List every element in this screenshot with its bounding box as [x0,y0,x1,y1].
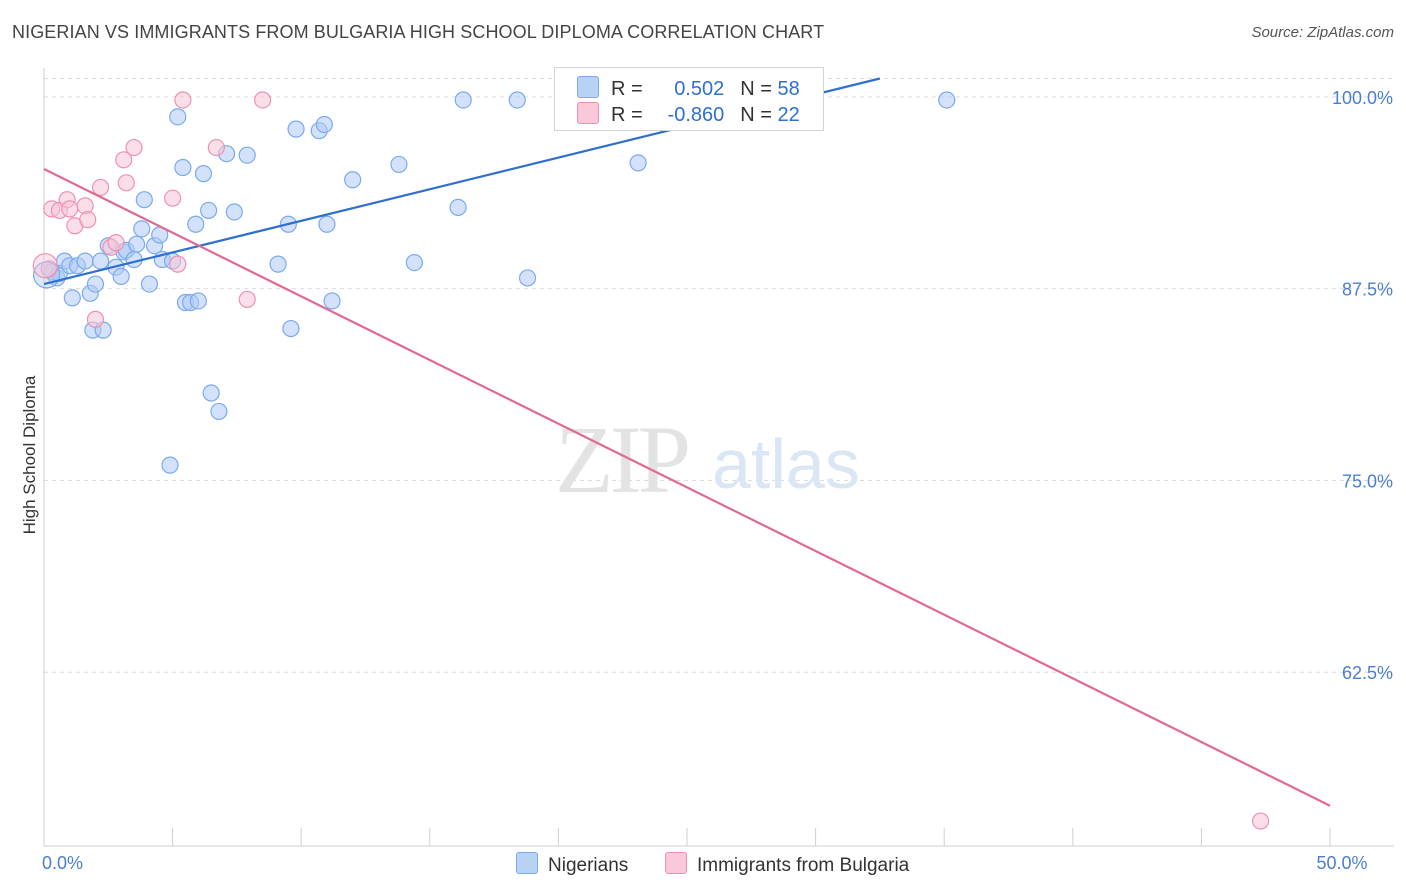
point-nigerians [323,292,341,310]
axes [43,68,1394,847]
point-nigerians [454,91,472,109]
point-nigerians [315,115,333,134]
point-bulgaria [254,91,272,109]
gridlines [44,78,1394,673]
legend-r-label: R = [611,78,643,100]
tick-labels: 100.0% 87.5% 75.0% 62.5% 0.0% 50.0% [42,88,1393,873]
point-bulgaria [107,234,125,252]
legend-label-bulgaria: Immigrants from Bulgaria [697,855,910,876]
legend-n-value: 22 [777,104,800,126]
point-nigerians [133,220,151,238]
point-nigerians [518,269,537,287]
y-tick-label: 62.5% [1342,663,1393,683]
point-nigerians [189,292,207,310]
legend-row-bulgaria: R = -0.860 N = 22 [577,102,800,126]
point-nigerians [938,91,956,109]
point-nigerians [187,215,205,233]
y-tick-label: 75.0% [1342,471,1393,491]
point-nigerians [287,120,305,138]
point-bulgaria [1251,812,1270,830]
point-nigerians [238,146,256,164]
point-bulgaria [61,200,79,218]
point-nigerians [194,165,213,183]
point-bulgaria [125,138,143,157]
correlation-legend: R = 0.502 N = 58 R = -0.860 N = 22 [554,67,824,131]
chart-source: Source: ZipAtlas.com [1251,24,1394,41]
legend-item-bulgaria[interactable]: Immigrants from Bulgaria [665,852,909,877]
point-nigerians [63,289,81,307]
point-bulgaria [76,197,94,215]
point-bulgaria [164,189,182,207]
data-points [32,91,1270,830]
point-nigerians [269,255,287,273]
watermark-zip: ZIP [555,406,688,513]
point-nigerians [135,191,153,209]
legend-r-value: -0.860 [667,104,725,126]
watermark-atlas: atlas [712,425,860,503]
point-bulgaria [91,178,110,197]
point-bulgaria [174,91,192,109]
point-nigerians [174,158,192,177]
point-nigerians [169,108,187,126]
legend-n-value: 58 [777,78,800,100]
point-nigerians [344,171,362,189]
point-nigerians [200,201,218,220]
point-bulgaria [238,290,256,309]
legend-item-nigerians[interactable]: Nigerians [516,852,628,877]
point-nigerians [112,267,130,286]
y-axis-label: High School Diploma [20,375,39,534]
point-bulgaria [169,255,187,273]
trend-line-bulgaria [43,168,1331,807]
point-nigerians [202,384,220,402]
point-nigerians [629,154,647,172]
point-nigerians [405,254,423,272]
point-nigerians [282,319,300,338]
point-bulgaria [115,151,133,169]
legend-swatch-blue [577,76,599,98]
y-tick-label: 87.5% [1342,280,1393,300]
x-tick-label: 50.0% [1316,853,1367,873]
point-bulgaria [117,174,135,192]
trend-lines [43,77,1331,807]
point-nigerians [127,235,146,253]
point-nigerians [390,155,408,174]
point-nigerians [161,456,179,474]
watermark: ZIP atlas [555,406,860,513]
point-nigerians [140,275,159,293]
point-nigerians [76,252,94,270]
point-bulgaria [86,310,105,328]
legend-swatch-pink [665,852,687,874]
legend-r-value: 0.502 [674,78,725,100]
legend-label-nigerians: Nigerians [548,855,629,876]
y-tick-label: 100.0% [1332,88,1393,108]
point-nigerians [508,91,526,109]
point-nigerians [86,275,105,293]
legend-n-label: N = [740,104,772,126]
legend-n-label: N = [740,78,772,100]
point-nigerians [225,203,243,221]
legend-swatch-pink [577,102,599,124]
point-bulgaria [32,253,58,279]
point-nigerians [449,198,467,216]
point-nigerians [210,402,228,421]
legend-swatch-blue [516,852,538,874]
legend-row-nigerians: R = 0.502 N = 58 [577,76,800,100]
point-bulgaria [207,138,225,157]
chart-title: NIGERIAN VS IMMIGRANTS FROM BULGARIA HIG… [12,22,825,42]
point-nigerians [318,215,336,233]
point-nigerians [91,252,110,270]
point-bulgaria [79,211,97,229]
legend-r-label: R = [611,104,643,126]
x-tick-label: 0.0% [42,853,83,873]
